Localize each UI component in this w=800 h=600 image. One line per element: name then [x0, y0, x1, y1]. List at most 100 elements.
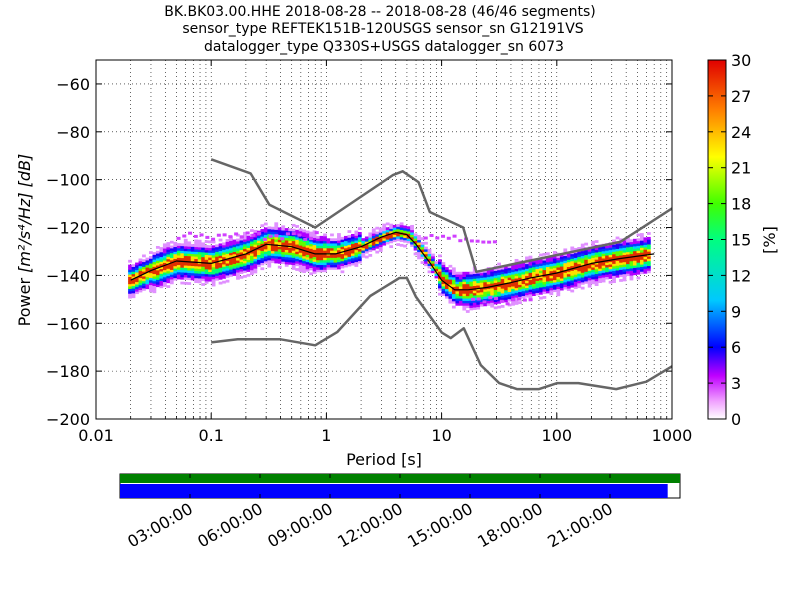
density-cell [316, 238, 320, 242]
density-cell [274, 253, 279, 257]
density-cell [337, 252, 341, 256]
density-cell [472, 273, 477, 277]
density-cell [518, 279, 522, 283]
density-cell [222, 280, 226, 284]
density-cell [525, 278, 529, 281]
density-cell [448, 288, 453, 292]
density-cell [176, 243, 181, 246]
density-cell [615, 253, 620, 257]
density-cell [392, 229, 397, 233]
density-cell [504, 275, 508, 279]
density-cell [197, 239, 202, 243]
density-cell [608, 247, 613, 251]
density-cell [183, 257, 188, 261]
density-cell [563, 281, 568, 285]
density-cell [354, 240, 359, 243]
density-outlier [511, 298, 516, 302]
density-cell [330, 262, 334, 266]
density-cell [532, 283, 536, 287]
density-cell [584, 252, 589, 256]
density-cell [490, 280, 495, 284]
density-cell [215, 273, 219, 276]
density-cell [159, 259, 164, 262]
density-cell [511, 278, 515, 282]
density-cell [131, 266, 136, 270]
density-cell [176, 276, 181, 280]
density-cell [316, 259, 320, 263]
density-cell [434, 268, 439, 272]
density-cell [521, 264, 526, 268]
density-outlier [435, 236, 440, 240]
density-cell [149, 267, 153, 271]
density-cell [577, 278, 582, 281]
density-cell [573, 247, 578, 251]
density-cell [295, 244, 300, 247]
density-cell [305, 268, 310, 272]
density-cell [267, 245, 272, 249]
density-cell [180, 281, 185, 285]
density-cell [211, 252, 216, 256]
density-cell [469, 283, 474, 287]
density-cell [162, 243, 167, 247]
density-cell [274, 229, 279, 233]
density-cell [361, 254, 366, 258]
density-cell [149, 284, 153, 288]
density-cell [284, 263, 289, 267]
density-cell [504, 280, 508, 284]
density-cell [493, 280, 498, 283]
colorbar-tick-label: 27 [731, 87, 751, 106]
density-cell [183, 267, 188, 271]
density-cell [570, 282, 575, 286]
density-cell [138, 287, 143, 291]
density-cell [201, 283, 206, 286]
density-cell [640, 271, 644, 275]
density-cell [539, 270, 543, 274]
density-cell [138, 280, 143, 283]
density-cell [566, 266, 571, 270]
density-outlier [469, 239, 474, 243]
density-cell [176, 269, 181, 273]
density-cell [225, 263, 230, 266]
density-cell [218, 250, 223, 254]
density-cell [514, 275, 519, 279]
density-cell [497, 269, 502, 273]
density-cell [549, 275, 554, 279]
density-cell [633, 246, 637, 249]
density-cell [396, 224, 401, 227]
density-cell [559, 287, 564, 291]
density-cell [476, 285, 481, 288]
density-cell [309, 253, 313, 257]
density-cell [368, 242, 373, 245]
density-cell [545, 285, 550, 289]
density-cell [476, 289, 481, 293]
density-cell [427, 270, 432, 274]
density-cell [451, 293, 456, 297]
density-outlier [517, 297, 522, 301]
density-cell [378, 241, 383, 245]
density-cell [218, 264, 223, 268]
density-cell [267, 240, 272, 244]
density-cell [577, 246, 582, 250]
density-cell [239, 242, 244, 246]
density-cell [378, 239, 383, 243]
density-cell [323, 267, 327, 270]
density-cell [563, 272, 568, 276]
density-cell [490, 304, 495, 308]
density-cell [629, 260, 634, 264]
density-cell [462, 298, 467, 301]
density-cell [256, 254, 261, 258]
density-cell [598, 265, 602, 269]
density-cell [284, 256, 289, 260]
density-cell [626, 273, 630, 277]
density-cell [246, 245, 251, 248]
density-cell [465, 298, 470, 301]
density-cell [323, 264, 327, 268]
density-cell [284, 259, 289, 262]
density-cell [155, 277, 160, 280]
density-cell [545, 278, 550, 282]
density-cell [577, 258, 582, 262]
density-cell [337, 242, 341, 246]
density-cell [138, 275, 143, 279]
density-cell [347, 249, 352, 253]
density-cell [243, 258, 247, 262]
